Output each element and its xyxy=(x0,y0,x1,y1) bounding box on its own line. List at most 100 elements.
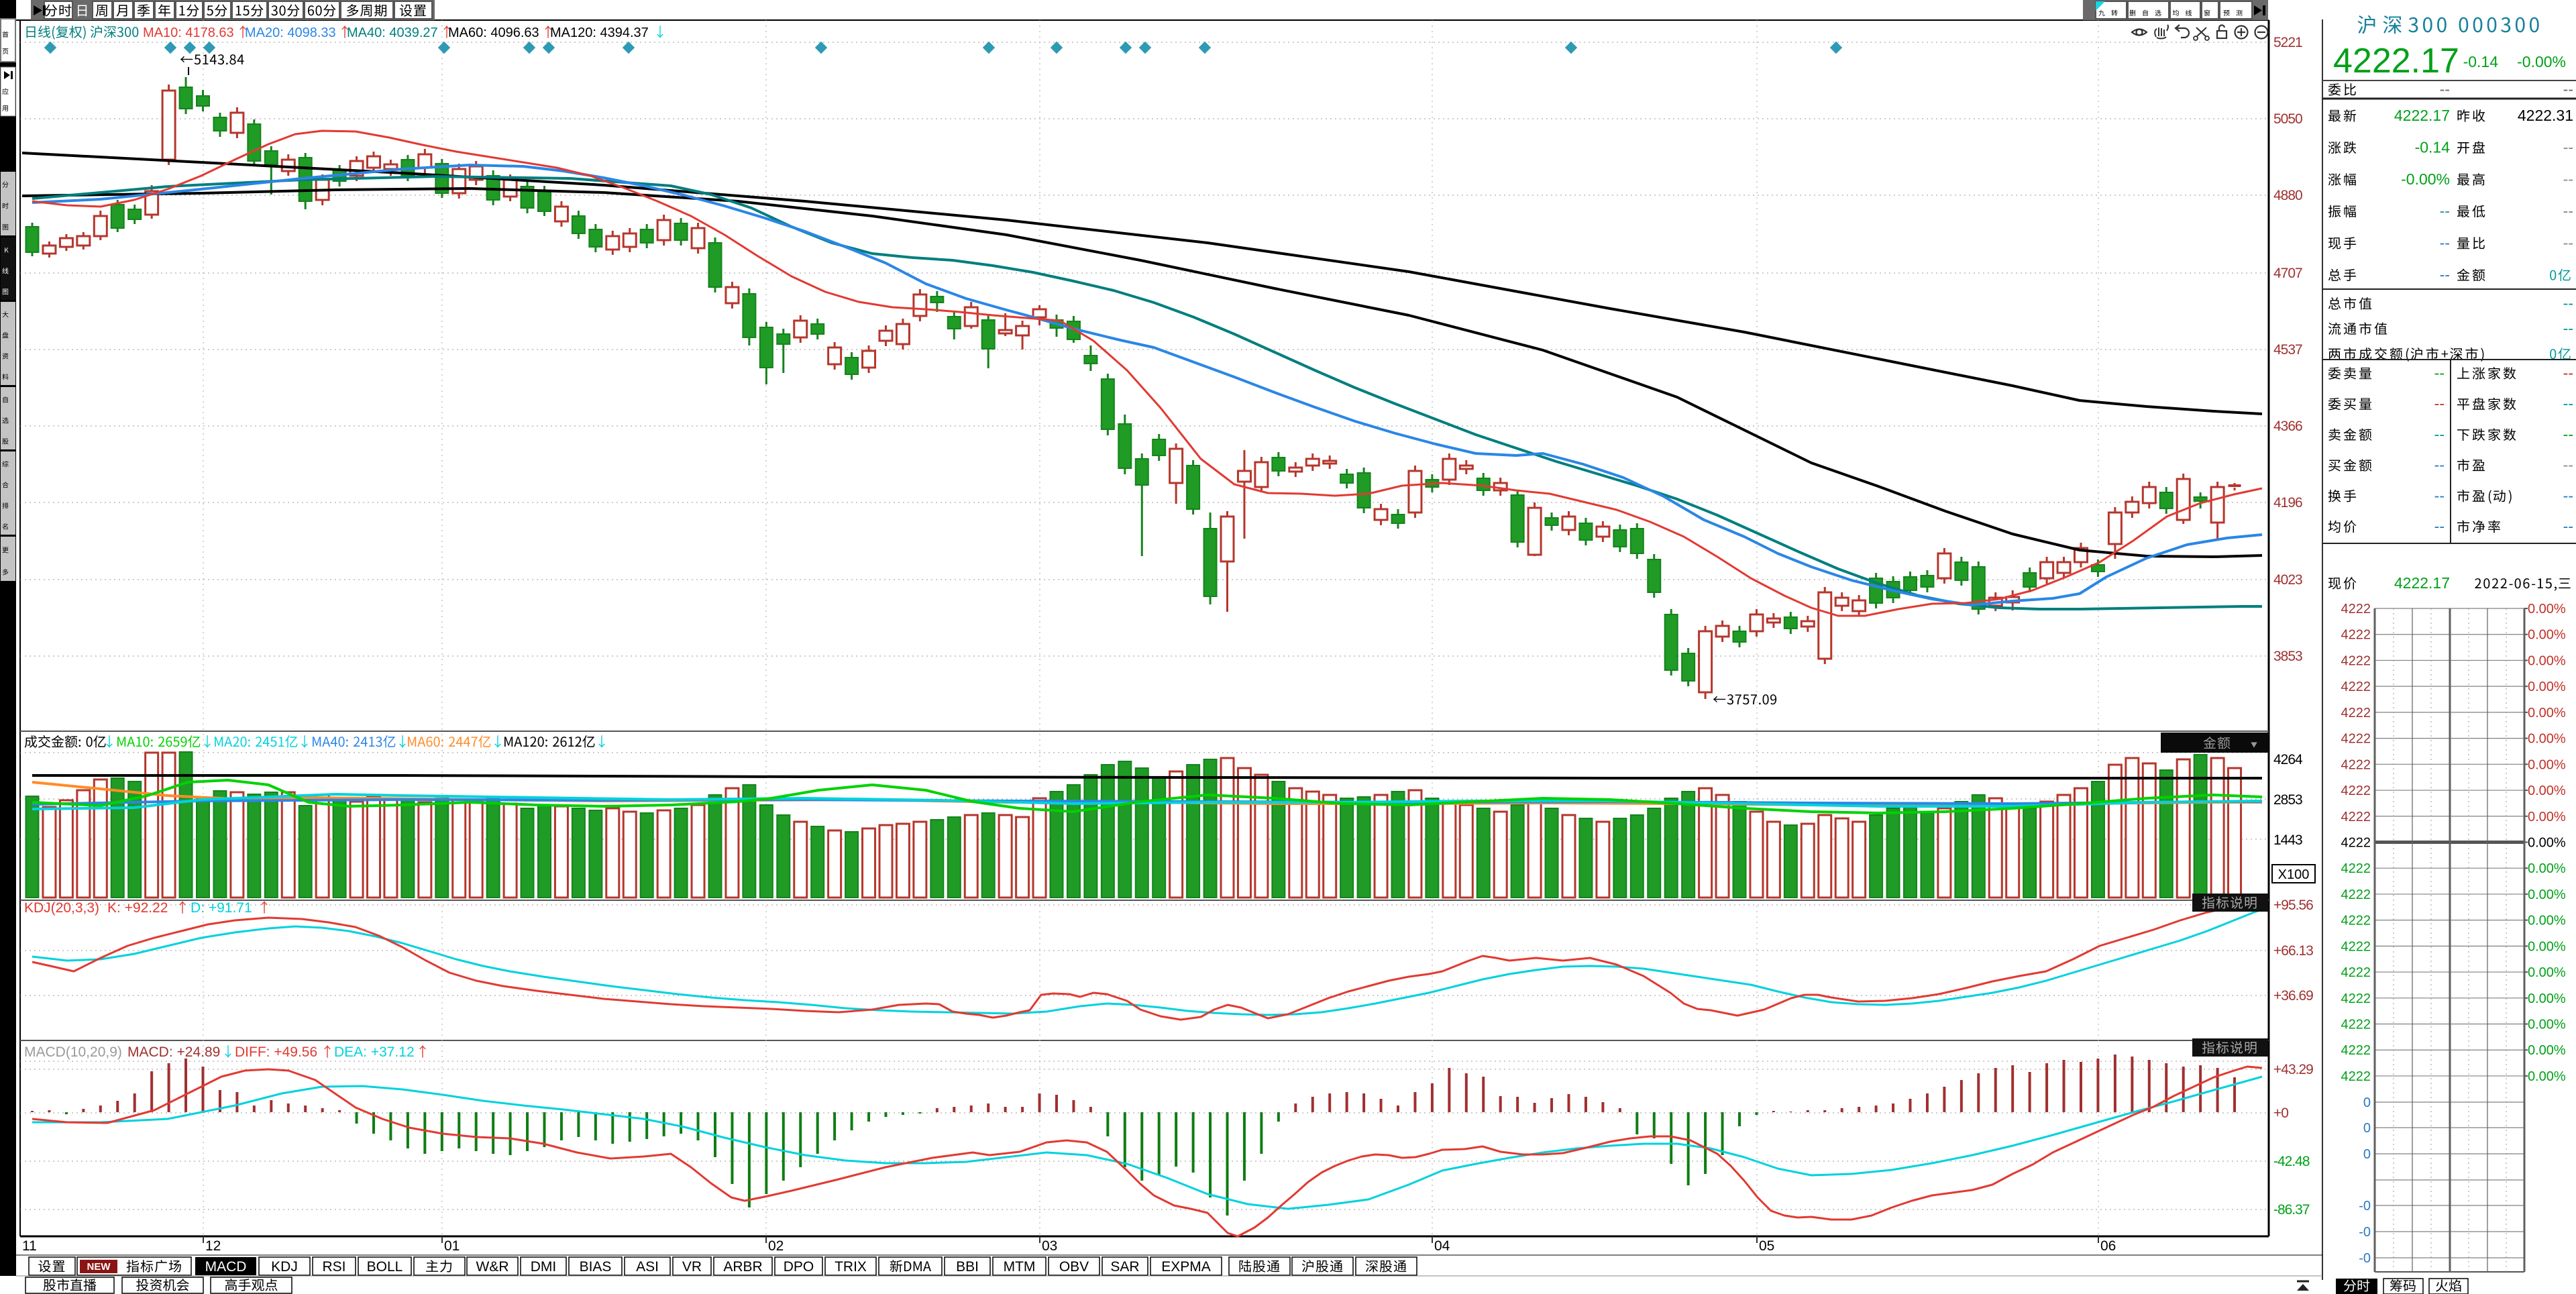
svg-text:4222: 4222 xyxy=(2341,810,2371,824)
svg-text:4222.17: 4222.17 xyxy=(2394,574,2450,592)
svg-text:W&R: W&R xyxy=(476,1259,509,1275)
svg-text:06: 06 xyxy=(2100,1238,2116,1254)
svg-text:-0.14: -0.14 xyxy=(2463,53,2499,70)
svg-text:0: 0 xyxy=(2363,1147,2371,1162)
svg-text:+43.29: +43.29 xyxy=(2273,1062,2313,1077)
svg-text:0: 0 xyxy=(2363,1095,2371,1110)
svg-text:4196: 4196 xyxy=(2273,495,2302,510)
svg-text:0.00%: 0.00% xyxy=(2528,1043,2566,1058)
svg-text:0.00%: 0.00% xyxy=(2528,732,2566,747)
svg-text:--: -- xyxy=(2434,395,2445,413)
svg-text:--: -- xyxy=(2434,487,2445,504)
svg-text:02: 02 xyxy=(768,1238,784,1254)
svg-text:0.00%: 0.00% xyxy=(2528,757,2566,772)
svg-text:3853: 3853 xyxy=(2273,649,2302,664)
svg-text:-42.48: -42.48 xyxy=(2273,1154,2310,1169)
svg-text:MACD(10,20,9): MACD(10,20,9) xyxy=(24,1044,122,1060)
svg-text:0.00%: 0.00% xyxy=(2528,991,2566,1006)
svg-text:04: 04 xyxy=(1434,1238,1450,1254)
svg-text:4222: 4222 xyxy=(2341,965,2371,980)
svg-text:--: -- xyxy=(2434,364,2445,382)
svg-text:MACD: MACD xyxy=(205,1259,247,1275)
svg-text:2853: 2853 xyxy=(2273,792,2302,808)
svg-text:0.00%: 0.00% xyxy=(2528,914,2566,928)
svg-text:4366: 4366 xyxy=(2273,419,2302,434)
svg-text:-0.00%: -0.00% xyxy=(2517,53,2566,70)
svg-text:-86.37: -86.37 xyxy=(2273,1202,2310,1218)
svg-text:--: -- xyxy=(2563,320,2573,337)
svg-text:DEA: +37.12: DEA: +37.12 xyxy=(334,1044,415,1060)
svg-text:--: -- xyxy=(2440,234,2450,252)
svg-text:0.00%: 0.00% xyxy=(2528,680,2566,694)
svg-text:-0: -0 xyxy=(2359,1251,2371,1266)
svg-text:0.00%: 0.00% xyxy=(2528,653,2566,668)
svg-text:DPO: DPO xyxy=(784,1259,814,1275)
svg-text:--: -- xyxy=(2563,139,2573,156)
svg-text:--: -- xyxy=(2434,518,2445,535)
svg-text:VR: VR xyxy=(682,1259,702,1275)
svg-text:--: -- xyxy=(2563,456,2573,474)
svg-text:0.00%: 0.00% xyxy=(2528,602,2566,616)
svg-text:BBI: BBI xyxy=(956,1259,979,1275)
svg-text:DIFF: +49.56: DIFF: +49.56 xyxy=(235,1044,317,1060)
svg-text:--: -- xyxy=(2440,80,2450,98)
svg-text:--: -- xyxy=(2563,203,2573,220)
svg-text:01: 01 xyxy=(444,1238,460,1254)
svg-text:0.00%: 0.00% xyxy=(2528,861,2566,876)
svg-text:MTM: MTM xyxy=(1004,1259,1036,1275)
svg-text:+95.56: +95.56 xyxy=(2273,898,2313,913)
svg-text:+36.69: +36.69 xyxy=(2273,988,2313,1004)
svg-text:4222: 4222 xyxy=(2341,784,2371,798)
svg-text:MA60: 4096.63: MA60: 4096.63 xyxy=(448,25,539,40)
svg-text:4222: 4222 xyxy=(2341,1018,2371,1032)
svg-text:EXPMA: EXPMA xyxy=(1161,1259,1211,1275)
svg-text:4222: 4222 xyxy=(2341,1069,2371,1084)
svg-text:4222.17: 4222.17 xyxy=(2394,107,2450,124)
svg-text:4707: 4707 xyxy=(2273,266,2302,281)
svg-text:4222.31: 4222.31 xyxy=(2518,107,2573,124)
svg-text:--: -- xyxy=(2563,487,2573,504)
svg-text:BIAS: BIAS xyxy=(580,1259,612,1275)
svg-text:0.00%: 0.00% xyxy=(2528,965,2566,980)
svg-text:--: -- xyxy=(2563,364,2573,382)
svg-text:MA20: 4098.33: MA20: 4098.33 xyxy=(245,25,336,40)
svg-text:1443: 1443 xyxy=(2273,832,2302,848)
svg-text:BOLL: BOLL xyxy=(367,1259,403,1275)
svg-text:--: -- xyxy=(2563,518,2573,535)
svg-text:4222: 4222 xyxy=(2341,887,2371,902)
svg-text:4880: 4880 xyxy=(2273,188,2302,203)
svg-text:--: -- xyxy=(2434,425,2445,443)
svg-text:0.00%: 0.00% xyxy=(2528,706,2566,720)
svg-text:4222: 4222 xyxy=(2341,991,2371,1006)
svg-text:4222: 4222 xyxy=(2341,628,2371,643)
svg-text:DMI: DMI xyxy=(531,1259,557,1275)
svg-text:KDJ(20,3,3): KDJ(20,3,3) xyxy=(24,900,99,916)
svg-text:--: -- xyxy=(2563,234,2573,252)
svg-text:-0: -0 xyxy=(2359,1225,2371,1240)
svg-text:4222: 4222 xyxy=(2341,602,2371,616)
svg-text:4222.17: 4222.17 xyxy=(2333,42,2459,80)
svg-text:+0: +0 xyxy=(2273,1106,2288,1121)
svg-text:ASI: ASI xyxy=(636,1259,659,1275)
svg-text:0: 0 xyxy=(2363,1121,2371,1136)
svg-text:--: -- xyxy=(2563,395,2573,413)
svg-text:0.00%: 0.00% xyxy=(2528,810,2566,824)
svg-text:4222: 4222 xyxy=(2341,706,2371,720)
svg-text:D: +91.71: D: +91.71 xyxy=(191,900,252,916)
svg-text:4023: 4023 xyxy=(2273,572,2302,588)
svg-text:12: 12 xyxy=(205,1238,221,1254)
svg-text:MA120: 4394.37: MA120: 4394.37 xyxy=(550,25,649,40)
svg-text:K: +92.22: K: +92.22 xyxy=(107,900,168,916)
svg-text:--: -- xyxy=(2440,266,2450,284)
svg-text:4222: 4222 xyxy=(2341,914,2371,928)
svg-text:--: -- xyxy=(2434,456,2445,474)
svg-text:4222: 4222 xyxy=(2341,861,2371,876)
svg-text:0.00%: 0.00% xyxy=(2528,887,2566,902)
svg-text:-0.14: -0.14 xyxy=(2415,139,2451,156)
svg-text:--: -- xyxy=(2563,294,2573,312)
svg-text:MA40: 4039.27: MA40: 4039.27 xyxy=(347,25,438,40)
svg-text:0.00%: 0.00% xyxy=(2528,784,2566,798)
svg-text:4222: 4222 xyxy=(2341,653,2371,668)
svg-text:TRIX: TRIX xyxy=(835,1259,867,1275)
svg-text:0.00%: 0.00% xyxy=(2528,835,2566,850)
